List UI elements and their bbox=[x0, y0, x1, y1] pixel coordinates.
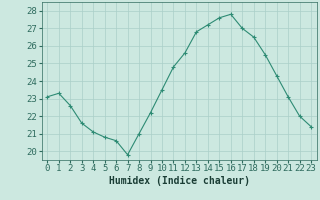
X-axis label: Humidex (Indice chaleur): Humidex (Indice chaleur) bbox=[109, 176, 250, 186]
